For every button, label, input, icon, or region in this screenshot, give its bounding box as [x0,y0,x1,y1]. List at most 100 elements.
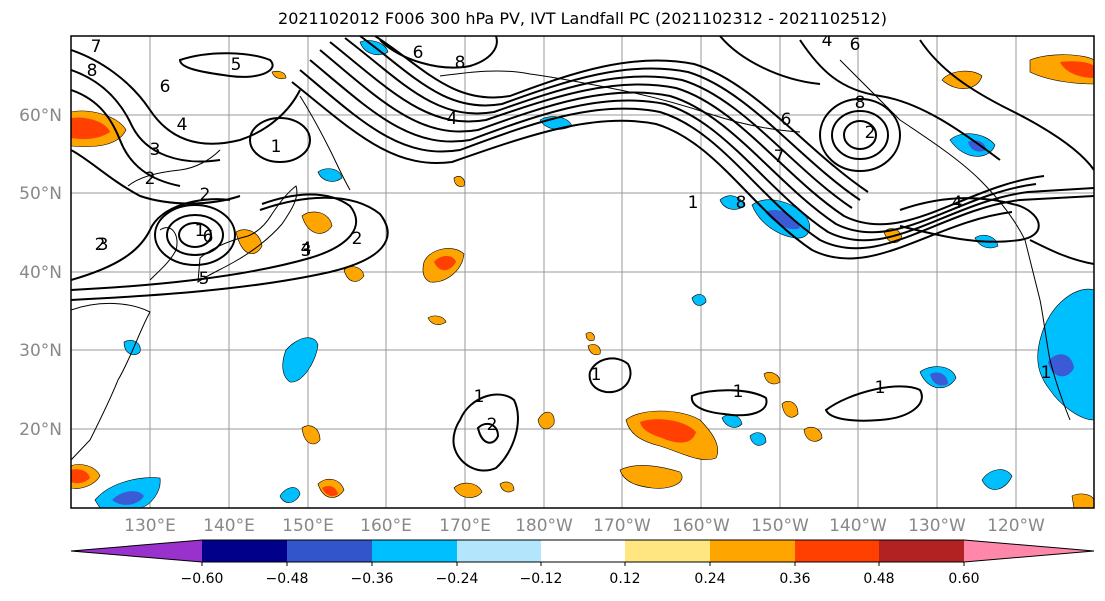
longitude-label: 160°W [672,516,730,536]
colorbar-bin [71,540,202,562]
pv-contour [1029,239,1094,265]
contour-label: 1 [591,365,602,385]
anomaly-negative-core [1048,354,1074,377]
longitude-label: 170°W [593,516,651,536]
contour-label: 1 [474,387,485,407]
contour-label: 2 [487,415,498,435]
shaded-anomalies [71,40,1094,508]
coastline-japan [197,185,298,284]
coastline-sakhalin [127,149,221,187]
anomaly-positive [301,425,321,445]
anomaly-negative [749,432,767,446]
colorbar-tick-label: −0.12 [520,571,563,587]
coastline-north-america [839,59,1071,421]
anomaly-positive-core [322,486,338,496]
anomaly-positive [271,70,287,80]
anomaly-negative [123,340,141,355]
anomaly-positive [499,481,515,493]
colorbar-tick-label: 0.48 [863,571,894,587]
longitude-label: 130°E [124,516,176,536]
contour-label: 6 [850,35,861,55]
pv-contour-closed [166,214,224,256]
contour-label: 8 [855,93,866,113]
pv-contour [309,59,1094,242]
contour-label: 2 [95,235,106,255]
pv-contour [374,36,869,193]
anomaly-positive [1071,493,1094,508]
anomaly-negative-core [765,209,800,230]
pv-contour-closed [843,120,877,150]
contour-label: 5 [199,269,210,289]
pv-contour [799,39,1001,161]
colorbar-bin [625,540,710,562]
anomaly-positive-core [1060,61,1094,78]
pv-contour-closed [178,222,212,248]
colorbar [70,539,1095,563]
colorbar-bin [879,540,964,562]
anomaly-positive [781,401,799,418]
pv-contour [299,69,1094,250]
latitude-label: 50°N [19,184,62,204]
map-frame [70,35,1095,509]
longitude-label: 120°W [987,516,1045,536]
longitude-label: 170°E [439,516,491,536]
coastline-kamchatka [299,95,351,191]
anomaly-positive [619,465,683,489]
colorbar-tick-label: 0.36 [779,571,810,587]
contour-label: 4 [822,31,833,51]
colorbar-tick-label: −0.48 [266,571,309,587]
contour-label: 8 [87,61,98,81]
pv-contour [71,149,241,205]
pv-contour-closed [690,389,768,417]
pv-contour-closed [178,52,274,78]
colorbar-tick-label: −0.60 [181,571,224,587]
contour-label: 4 [301,239,312,259]
pv-contour [359,36,861,201]
coastline-alaska [439,70,801,133]
pv-contour [319,49,1037,234]
latitude-label: 20°N [19,420,62,440]
contour-label: 4 [952,193,963,213]
longitude-label: 150°W [751,516,809,536]
pv-contours [71,36,1094,472]
colorbar-tick-label: −0.36 [351,571,394,587]
anomaly-negative [691,294,707,306]
anomaly-positive-core [71,469,90,484]
colorbar-tick-label: 0.12 [609,571,640,587]
coastlines [71,59,1071,461]
pv-contour-closed [831,110,889,160]
pv-contour-closed [824,385,923,422]
colorbar-tick-label: 0.24 [694,571,725,587]
latitude-label: 40°N [19,263,62,283]
anomaly-positive [587,344,601,356]
anomaly-negative [1037,288,1094,421]
pv-contour-closed [249,117,311,163]
contour-label: 6 [203,227,214,247]
contour-label: 3 [301,241,312,261]
longitude-labels: 130°E 140°E 150°E 160°E 170°E 180°W 170°W 160°W… [124,516,1045,536]
pv-contour-closed [476,422,500,444]
colorbar-bin [795,540,879,562]
contour-label: 1 [195,221,206,241]
pv-contour-closed [588,357,632,394]
anomaly-positive [763,372,781,385]
contour-label: 3 [98,235,109,255]
pv-contour [71,49,301,145]
longitude-label: 160°E [360,516,412,536]
anomaly-positive [803,426,823,442]
pv-contour [719,36,821,85]
pv-contour [71,89,181,187]
anomaly-positive [301,211,333,234]
colorbar-tick-label: −0.24 [436,571,479,587]
anomaly-positive-core [640,419,696,443]
anomaly-positive [427,315,447,325]
contour-label: 6 [413,43,424,63]
longitude-label: 140°E [203,516,255,536]
colorbar-bin [541,540,625,562]
longitude-label: 140°W [829,516,887,536]
contour-label: 7 [91,37,102,57]
anomaly-negative [981,469,1013,490]
